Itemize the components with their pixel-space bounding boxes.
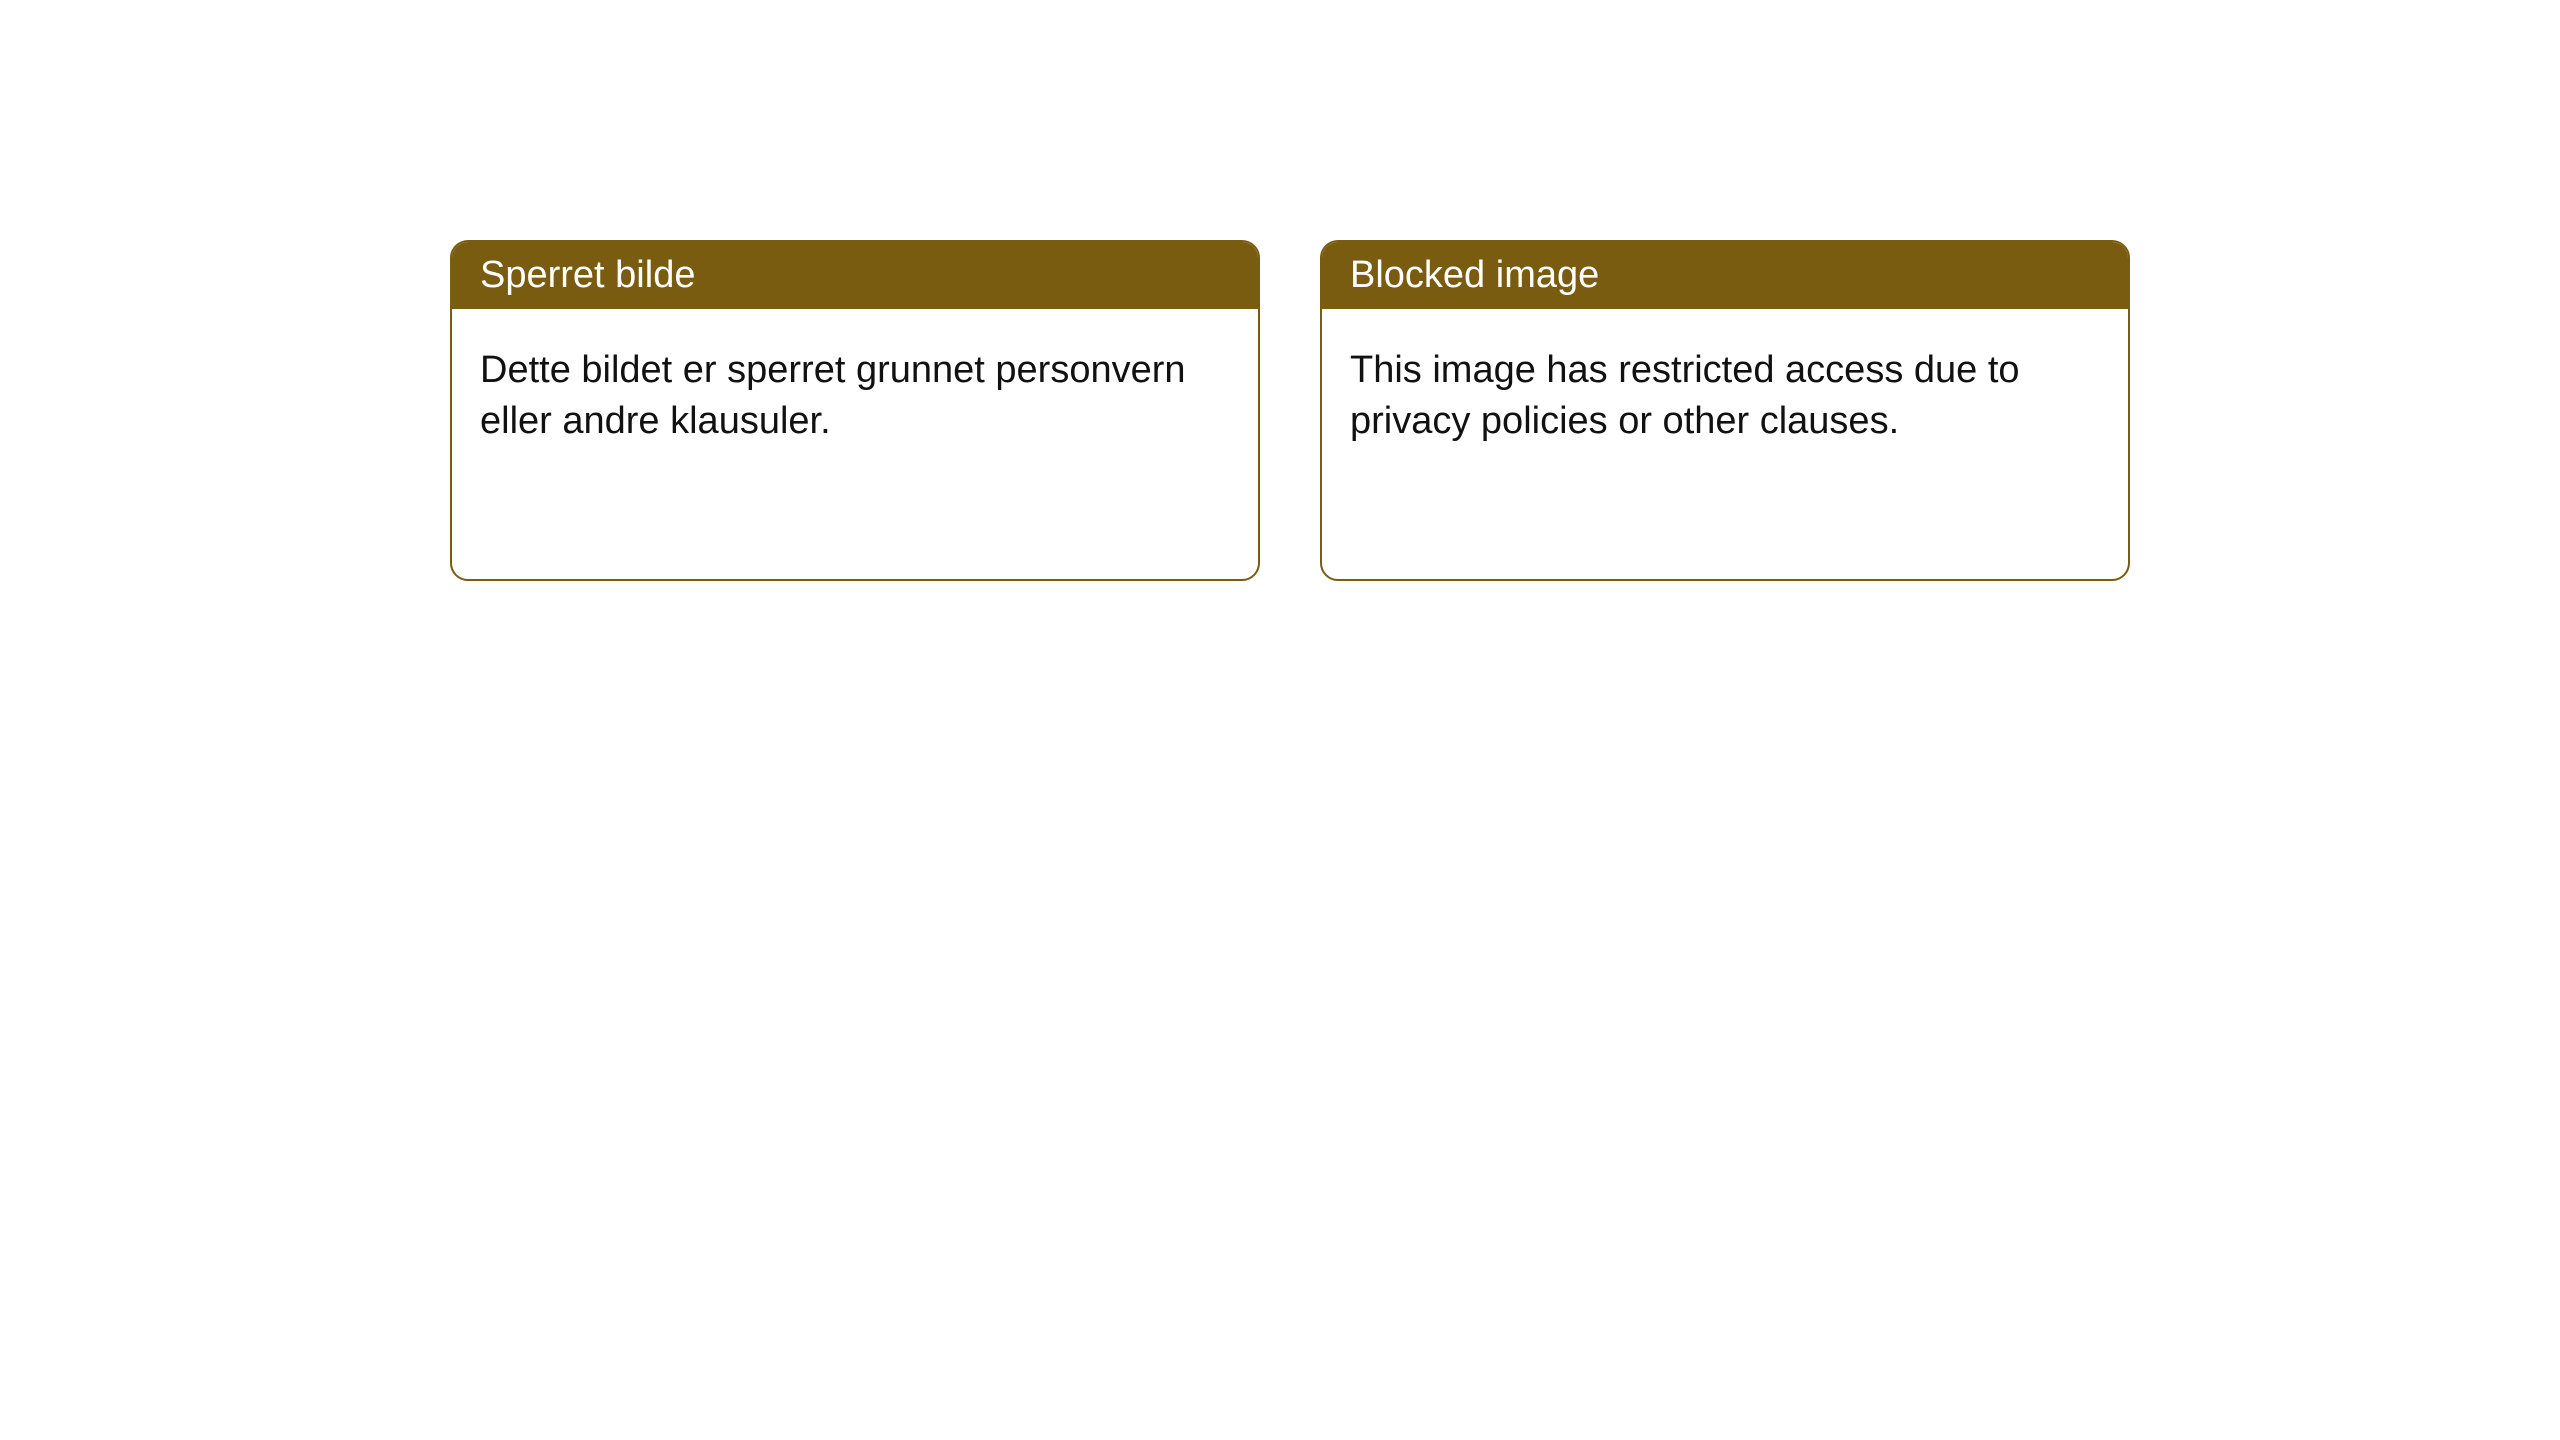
blocked-image-card-no: Sperret bilde Dette bildet er sperret gr… xyxy=(450,240,1260,581)
card-body: This image has restricted access due to … xyxy=(1322,309,2128,579)
card-body: Dette bildet er sperret grunnet personve… xyxy=(452,309,1258,579)
card-title: Sperret bilde xyxy=(452,242,1258,309)
blocked-image-card-en: Blocked image This image has restricted … xyxy=(1320,240,2130,581)
card-title: Blocked image xyxy=(1322,242,2128,309)
cards-container: Sperret bilde Dette bildet er sperret gr… xyxy=(0,0,2560,581)
